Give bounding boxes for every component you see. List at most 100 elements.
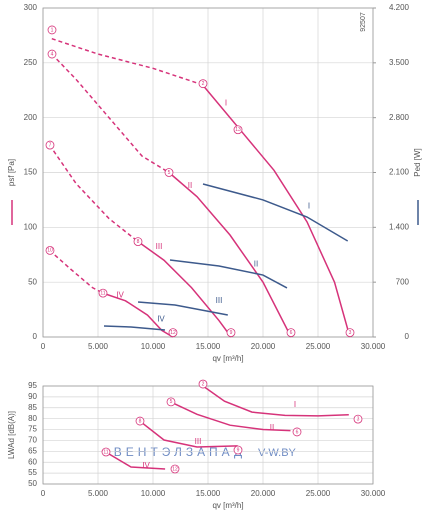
y-tick-label: 0	[33, 332, 38, 341]
y-tick-label: 75	[28, 425, 37, 434]
point-marker	[226, 328, 236, 338]
annotation: 5	[168, 170, 171, 176]
point-marker	[198, 379, 208, 389]
y-tick-label: 95	[28, 381, 37, 390]
curve	[139, 420, 238, 448]
annotation: II	[270, 423, 274, 432]
x-tick-label: 30.000	[361, 342, 386, 351]
curve	[105, 451, 166, 470]
annotation: 6	[290, 330, 293, 336]
y2-tick-label: 0	[405, 332, 410, 341]
y2-tick-label: 3.500	[389, 58, 410, 67]
annotation: IV	[116, 290, 124, 299]
x-tick-label: 15.000	[196, 489, 221, 498]
annotation: 9	[237, 447, 240, 453]
point-marker	[233, 445, 243, 455]
y-tick-label: 70	[28, 436, 37, 445]
point-marker	[133, 237, 143, 246]
point-marker	[166, 397, 176, 407]
curve	[169, 259, 288, 289]
y-tick-label: 60	[28, 457, 37, 466]
annotation: I	[294, 400, 296, 409]
y-tick-label: 250	[24, 58, 38, 67]
point-marker	[168, 328, 178, 338]
point-marker	[101, 447, 111, 457]
point-marker	[292, 427, 302, 437]
annotation: III	[216, 296, 223, 305]
point-marker	[135, 416, 145, 426]
point-marker	[170, 464, 180, 474]
point-marker	[98, 288, 108, 298]
x-tick-label: 5.000	[88, 489, 109, 498]
curve	[49, 249, 104, 294]
y2-tick-label: 2.800	[389, 113, 410, 122]
point-marker	[45, 140, 55, 150]
y2-tick-label: 700	[396, 277, 410, 286]
curve	[102, 292, 174, 338]
point-marker	[198, 79, 208, 89]
annotation: II	[254, 260, 258, 269]
x-tick-label: 15.000	[196, 342, 221, 351]
annotation: 11	[103, 449, 108, 455]
curve	[170, 401, 291, 432]
curve	[51, 53, 170, 174]
x-tick-label: 10.000	[141, 342, 166, 351]
y-tick-label: 55	[28, 468, 37, 477]
x-axis-label: qv [m³/h]	[212, 501, 243, 510]
annotation: 8	[139, 418, 142, 424]
point-marker	[345, 328, 355, 338]
y2-tick-label: 2.100	[389, 168, 410, 177]
y-tick-label: 50	[28, 479, 37, 488]
y2-tick-label: 1.400	[389, 222, 410, 231]
x-tick-label: 5.000	[88, 342, 109, 351]
x-axis-label: qv [m³/h]	[212, 354, 243, 363]
annotation: 1	[51, 27, 54, 33]
point-marker	[353, 414, 363, 424]
point-marker	[47, 25, 57, 35]
curve	[202, 183, 349, 242]
side-note: 92507	[360, 12, 367, 32]
annotation: I	[225, 99, 227, 108]
y-tick-label: 85	[28, 403, 37, 412]
y-tick-label: 100	[24, 222, 38, 231]
annotation: II	[188, 181, 192, 190]
curve	[48, 144, 139, 243]
plot-frame	[42, 7, 374, 338]
annotation: I	[308, 202, 310, 211]
curve	[168, 171, 292, 338]
y2-tick-label: 4.200	[389, 3, 410, 12]
y-tick-label: 150	[24, 168, 38, 177]
y-tick-label: 50	[28, 277, 37, 286]
annotation: 8	[137, 239, 140, 245]
y-axis-label: LWAd [dB(A)]	[7, 411, 16, 459]
watermark: V-W.BY	[258, 447, 297, 459]
x-tick-label: 30.000	[361, 489, 386, 498]
annotation: 2	[202, 381, 205, 387]
x-tick-label: 25.000	[306, 489, 331, 498]
annotation: 12	[170, 330, 176, 336]
y-tick-label: 200	[24, 113, 38, 122]
annotation: 2	[202, 81, 205, 87]
annotation: 3	[349, 330, 352, 336]
curve	[103, 325, 166, 331]
y-tick-label: 80	[28, 414, 37, 423]
y-tick-label: 90	[28, 392, 37, 401]
annotation: 7	[49, 142, 52, 148]
curve	[137, 240, 232, 338]
y2-axis-label: Ped [W]	[413, 148, 422, 176]
annotation: 12	[172, 466, 178, 472]
point-marker	[47, 49, 57, 59]
y-tick-label: 300	[24, 3, 38, 12]
annotation: 10	[47, 248, 53, 254]
annotation: III	[195, 437, 202, 446]
x-tick-label: 0	[41, 489, 46, 498]
y-axis-label: psf [Pa]	[7, 159, 16, 186]
annotation: 11	[100, 290, 105, 296]
curve	[137, 301, 228, 316]
annotation: III	[156, 242, 163, 251]
annotation: IV	[142, 461, 150, 470]
x-tick-label: 25.000	[306, 342, 331, 351]
curve	[51, 37, 203, 86]
x-tick-label: 10.000	[141, 489, 166, 498]
